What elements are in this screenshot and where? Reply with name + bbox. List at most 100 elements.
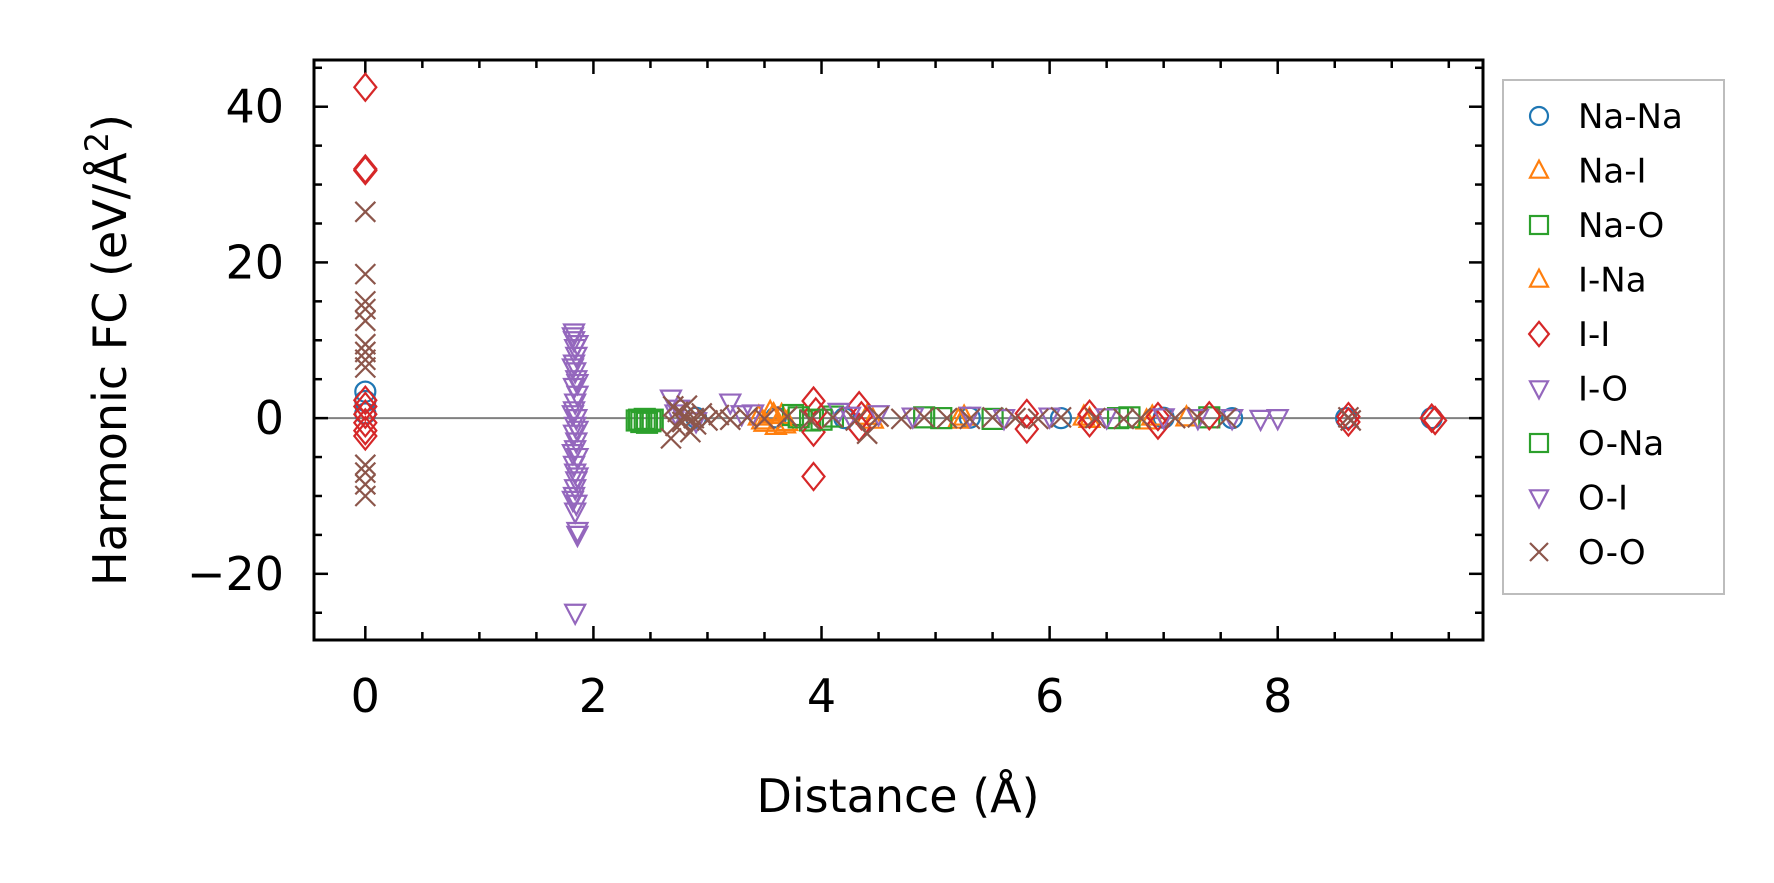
plot-frame [312, 58, 1485, 642]
data-point [1094, 408, 1119, 431]
data-point [563, 502, 587, 525]
data-point [799, 408, 821, 431]
data-point [1145, 409, 1171, 441]
data-point [354, 290, 377, 313]
data-point [671, 411, 694, 433]
series-o-o [354, 201, 1362, 507]
legend-label: I-I [1578, 315, 1610, 355]
data-point [753, 408, 776, 430]
legend-marker [1527, 320, 1551, 348]
x-tick-label: 4 [807, 669, 836, 723]
data-point [660, 427, 682, 450]
data-point [930, 407, 953, 430]
data-point [641, 408, 664, 431]
data-point [913, 406, 936, 429]
data-point [1014, 398, 1040, 429]
legend-label: O-Na [1578, 424, 1664, 464]
data-point [1248, 409, 1273, 433]
data-point [354, 341, 377, 363]
legend-marker [1528, 158, 1550, 179]
data-point [565, 525, 590, 549]
data-point [761, 400, 786, 424]
legend-frame [1502, 79, 1725, 595]
data-point [564, 346, 589, 370]
data-point [736, 406, 759, 429]
data-point [959, 408, 981, 430]
data-point [1050, 406, 1072, 429]
legend: Na-Na Na-I Na-O I-Na I-I I-O O-Na O-I O-O [1502, 79, 1725, 595]
data-point [1336, 406, 1361, 438]
data-point [981, 407, 1004, 430]
data-point [352, 72, 378, 103]
data-point [890, 408, 913, 430]
data-point [1027, 408, 1049, 430]
legend-marker [1528, 105, 1550, 127]
data-point [564, 432, 589, 455]
data-point [946, 406, 971, 429]
data-point [741, 404, 765, 427]
data-point [635, 411, 659, 434]
data-point [563, 479, 587, 502]
series-o-na [627, 406, 1141, 434]
x-tick-label: 6 [1035, 669, 1064, 723]
data-point [866, 405, 891, 428]
data-point [562, 455, 586, 479]
data-point [1106, 407, 1130, 430]
data-point [565, 467, 590, 490]
data-point [627, 408, 651, 431]
plot-background [314, 60, 1483, 640]
y-axis-label-superscript: 2 [78, 132, 116, 152]
y-tick-label: 40 [225, 80, 284, 134]
data-point [565, 385, 590, 409]
data-point [564, 494, 589, 518]
data-point [913, 406, 935, 429]
data-point [801, 385, 826, 417]
data-point [1084, 407, 1107, 429]
data-point [352, 415, 378, 446]
data-point [856, 422, 878, 445]
data-point [354, 454, 377, 476]
data-point [354, 461, 377, 484]
data-point [900, 407, 925, 430]
y-tick-label: −20 [187, 547, 284, 601]
data-point [354, 298, 377, 320]
y-tick-label: 0 [255, 391, 284, 445]
data-point [1339, 409, 1362, 432]
legend-marker [1528, 267, 1550, 288]
data-point [844, 409, 867, 432]
legend-label: I-Na [1578, 261, 1647, 301]
data-point [1215, 407, 1238, 429]
data-point [708, 404, 730, 426]
data-point [1422, 405, 1448, 436]
data-point [718, 393, 743, 416]
legend-label: O-O [1578, 533, 1646, 573]
data-point [685, 413, 707, 436]
legend-label: Na-O [1578, 206, 1664, 246]
legend-marker [1528, 489, 1550, 510]
data-point [565, 521, 590, 545]
data-point [801, 461, 826, 492]
data-point [1196, 400, 1222, 432]
data-point [992, 409, 1016, 432]
data-point [565, 373, 590, 397]
legend-label: Na-I [1578, 152, 1647, 192]
data-point [564, 409, 589, 432]
data-point [1130, 407, 1152, 429]
x-tick-label: 0 [351, 669, 380, 723]
data-point [354, 263, 377, 285]
legend-label: O-I [1578, 479, 1628, 519]
data-point [354, 473, 377, 496]
y-axis-label-close: ) [83, 114, 137, 132]
data-point [1265, 409, 1290, 432]
data-point [352, 391, 378, 422]
data-point [354, 348, 377, 371]
data-point [354, 201, 377, 223]
data-point [1186, 409, 1210, 432]
data-point [563, 603, 587, 627]
data-point [352, 384, 378, 416]
data-point [561, 444, 585, 467]
data-point [565, 420, 590, 444]
legend-marker [1528, 214, 1550, 236]
data-point [561, 405, 585, 428]
legend-label: Na-Na [1578, 97, 1683, 137]
